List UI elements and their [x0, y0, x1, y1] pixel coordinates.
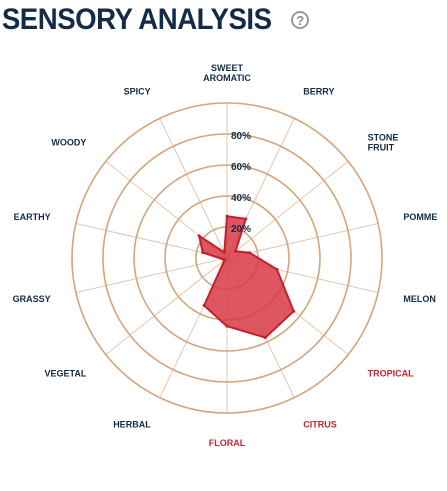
axis-label-line: WOODY [51, 138, 86, 148]
axis-label: SWEET AROMATIC [203, 63, 251, 83]
grid-spoke [105, 257, 228, 355]
axis-label: SPICY [124, 86, 151, 96]
axis-label-line: SPICY [124, 86, 151, 96]
tick-label: 80% [231, 131, 251, 142]
data-point [275, 267, 279, 271]
axis-label: BERRY [303, 86, 334, 96]
axis-label: TROPICAL [368, 368, 415, 378]
data-point [221, 257, 224, 261]
axis-label-line: EARTHY [14, 212, 51, 222]
data-point [202, 304, 206, 307]
axis-label-line: MELON [403, 294, 436, 304]
data-point [225, 214, 229, 218]
data-point [263, 336, 267, 340]
axis-label: VEGETAL [45, 368, 87, 378]
axis-label: WOODY [51, 138, 86, 148]
axis-label-line: STONE [368, 133, 399, 143]
axis-label-line: CITRUS [303, 420, 337, 430]
axis-label: MELON [403, 294, 436, 304]
header: SENSORY ANALYSIS ? [0, 0, 310, 40]
grid-spoke [226, 223, 379, 259]
data-point [201, 251, 205, 254]
axis-label-line: TROPICAL [368, 368, 415, 378]
tick-label: 20% [231, 224, 251, 235]
axis-label-line: SWEET [211, 63, 244, 73]
data-point [292, 309, 296, 313]
grid-spoke [159, 118, 228, 259]
data-point [248, 251, 252, 255]
axis-label-line: AROMATIC [203, 73, 251, 83]
grid-spoke [75, 257, 228, 293]
data-point [225, 324, 229, 328]
help-icon[interactable]: ? [291, 11, 310, 29]
tick-label: 60% [231, 162, 251, 173]
tick-label: 40% [231, 193, 251, 204]
data-point [234, 249, 237, 253]
axis-label: FLORAL [209, 438, 246, 448]
axis-label: STONE FRUIT [368, 133, 399, 153]
data-point [197, 234, 201, 238]
axis-label-line: POMME [403, 212, 437, 222]
axis-label-line: HERBAL [113, 420, 151, 430]
axis-label: POMME [403, 212, 437, 222]
axis-label-line: FRUIT [368, 143, 395, 153]
axis-label-line: VEGETAL [45, 368, 87, 378]
axis-label: GRASSY [13, 294, 51, 304]
axis-label-line: GRASSY [13, 294, 51, 304]
page-title: SENSORY ANALYSIS [1, 3, 272, 36]
axis-label-line: BERRY [303, 86, 334, 96]
grid-spoke [226, 161, 349, 259]
axis-label-line: FLORAL [209, 438, 246, 448]
data-point [244, 217, 248, 221]
axis-label: CITRUS [303, 420, 337, 430]
axis-label: HERBAL [113, 420, 151, 430]
data-point [222, 250, 226, 254]
axis-label: EARTHY [14, 212, 51, 222]
